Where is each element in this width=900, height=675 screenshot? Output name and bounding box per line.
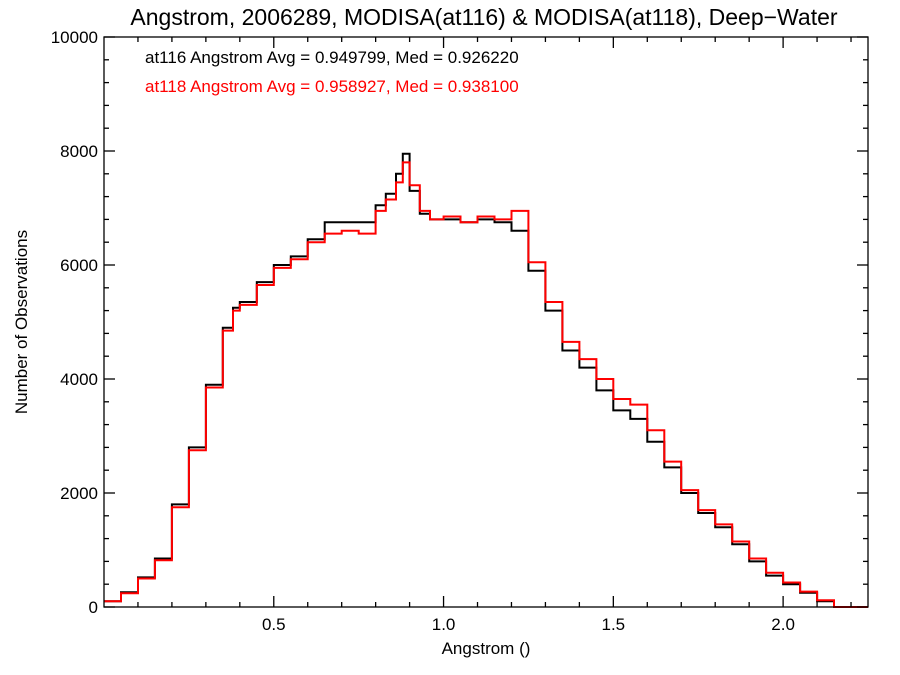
series-line-at116: [104, 152, 868, 608]
y-tick-label: 2000: [60, 484, 98, 503]
y-tick-label: 8000: [60, 142, 98, 161]
y-tick-label: 6000: [60, 256, 98, 275]
y-tick-label: 4000: [60, 370, 98, 389]
x-tick-label: 1.0: [432, 615, 456, 634]
x-tick-label: 0.5: [262, 615, 286, 634]
x-tick-label: 2.0: [771, 615, 795, 634]
legend-at118: at118 Angstrom Avg = 0.958927, Med = 0.9…: [145, 77, 519, 96]
series-line-at118: [104, 161, 868, 608]
x-axis-label: Angstrom (): [442, 639, 531, 658]
y-axis-label: Number of Observations: [12, 230, 31, 414]
legend-at116: at116 Angstrom Avg = 0.949799, Med = 0.9…: [145, 48, 519, 67]
y-tick-label: 10000: [51, 28, 98, 47]
y-tick-label: 0: [89, 598, 98, 617]
chart-title: Angstrom, 2006289, MODISA(at116) & MODIS…: [130, 4, 837, 30]
x-tick-label: 1.5: [602, 615, 626, 634]
ticks-layer: 0.5 1.0 1.5 2.0 0 2000 4000 6000 8000 10000: [51, 28, 868, 634]
series-layer: [104, 152, 868, 608]
plot-frame: [103, 36, 869, 608]
